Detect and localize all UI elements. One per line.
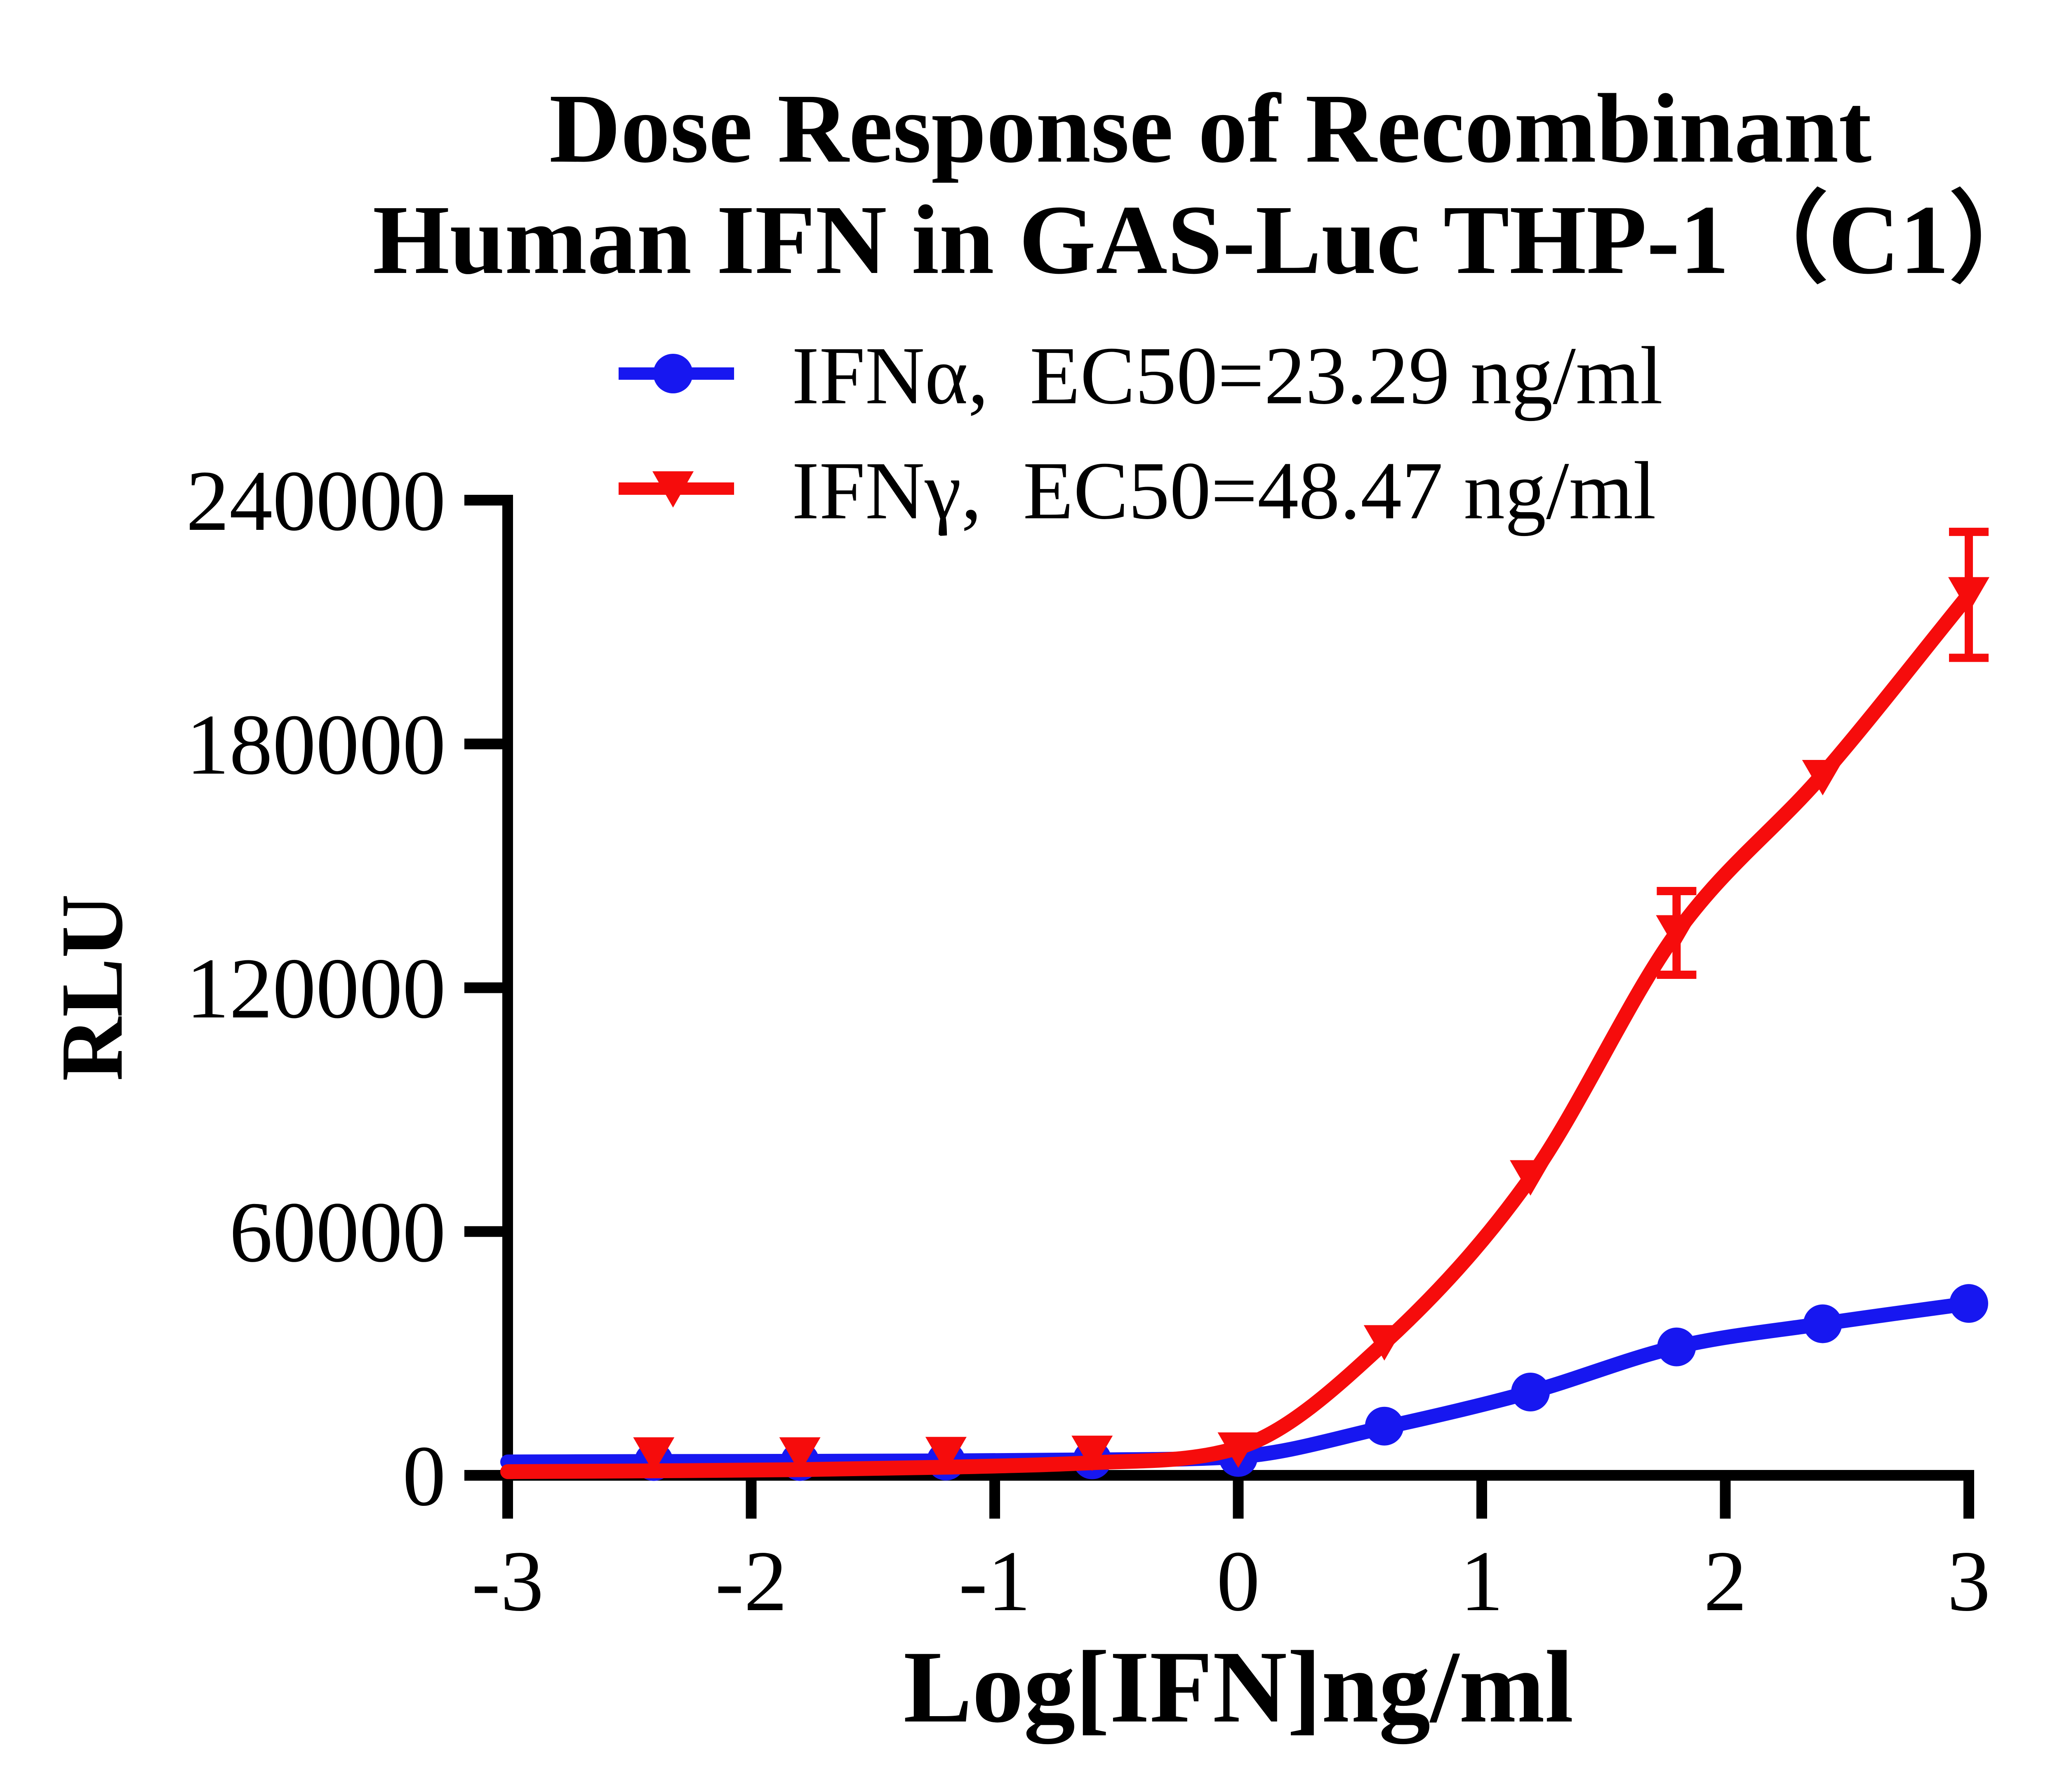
IFNγ-marker-triangle-down (1071, 1435, 1113, 1471)
x-tick-label: 2 (1704, 1533, 1747, 1629)
legend-circle-icon (653, 354, 693, 393)
IFNα-marker-circle (1365, 1406, 1404, 1446)
legend-triangle-down-icon (652, 471, 694, 508)
IFNα-marker-circle (1949, 1284, 1988, 1323)
IFNα-marker-circle (1511, 1372, 1550, 1411)
IFNγ-fit-curve (500, 587, 1976, 1479)
IFNγ-marker-triangle-down (1802, 760, 1843, 796)
IFNγ-marker-triangle-down (1510, 1160, 1551, 1196)
IFNγ-marker-triangle-down (1363, 1325, 1405, 1361)
IFNγ-marker-triangle-down (1948, 577, 1989, 613)
y-tick-label: 60000 (229, 1185, 446, 1280)
IFNγ-marker-triangle-down (1656, 915, 1697, 951)
x-tick-label: 1 (1460, 1533, 1504, 1629)
IFNγ-marker-triangle-down (633, 1437, 675, 1473)
IFNα-marker-circle (1657, 1327, 1696, 1366)
x-tick-label: -2 (715, 1533, 787, 1629)
IFNγ-marker-triangle-down (1217, 1432, 1259, 1468)
plot-area: 0 60000 120000 180000 240000 -3 -2 -1 0 1 2 3 (186, 453, 1991, 1629)
x-tick-label: 3 (1947, 1533, 1991, 1629)
chart-title-line1: Dose Response of Recombinant (549, 73, 1872, 183)
y-tick-label: 240000 (186, 453, 446, 549)
IFNα-marker-circle (1803, 1304, 1842, 1343)
chart-title-line2: Human IFN in GAS-Luc THP-1（C1） (373, 185, 2048, 294)
IFNγ-marker-triangle-down (925, 1437, 967, 1472)
legend: IFNα, EC50=23.29 ng/ml IFNγ, EC50=48.47 n… (619, 330, 1663, 536)
IFNγ-marker-triangle-down (779, 1437, 821, 1473)
legend-label-2: IFNγ, EC50=48.47 ng/ml (792, 445, 1656, 536)
x-tick-label: -1 (959, 1533, 1031, 1629)
y-tick-label: 180000 (186, 697, 446, 793)
y-axis-title: RLU (42, 894, 141, 1081)
x-axis-title: Log[IFN]ng/ml (904, 1630, 1574, 1744)
x-tick-label: 0 (1217, 1533, 1260, 1629)
x-tick-label: -3 (472, 1533, 544, 1629)
y-tick-label: 120000 (186, 941, 446, 1037)
legend-label-1: IFNα, EC50=23.29 ng/ml (792, 330, 1663, 421)
y-tick-label: 0 (403, 1428, 446, 1524)
